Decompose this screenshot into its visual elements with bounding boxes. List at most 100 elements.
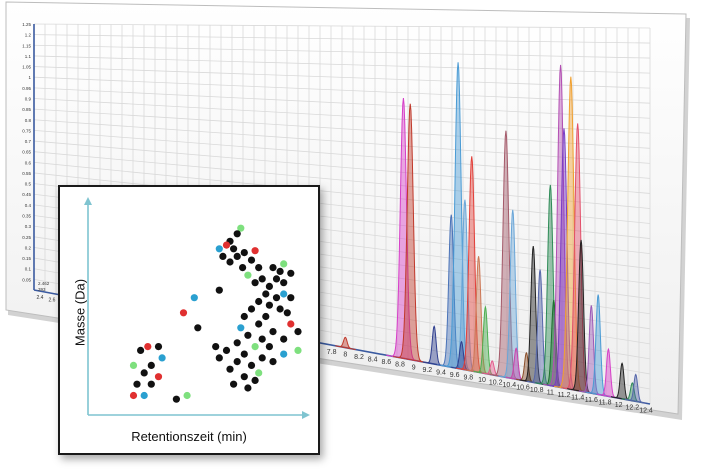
scatter-point (251, 343, 259, 351)
scatter-point (237, 224, 245, 232)
chromatogram-x-tick-label: 9.6 (450, 372, 460, 379)
chromatogram-y-tick-label: 0.4 (25, 203, 32, 208)
scatter-point (226, 258, 234, 266)
chromatogram-x-tick-label: 9.4 (436, 369, 446, 376)
chromatogram-x-tick-label: 8 (343, 352, 347, 359)
scatter-point (262, 290, 270, 298)
scatter-point (247, 256, 256, 264)
chromatogram-y-tick-label: 0.3 (25, 224, 32, 229)
grid-horizontal-line (33, 130, 651, 179)
grid-horizontal-line (33, 55, 651, 74)
scatter-point (212, 343, 220, 351)
chromatogram-y-tick-label: 0.2 (25, 245, 32, 250)
scatter-point (287, 294, 295, 302)
chromatogram-y-tick-label: 0.5 (25, 182, 32, 187)
scatter-point (158, 354, 166, 362)
scatter-y-axis-label: Masse (Da) (72, 278, 88, 347)
chromatogram-x-ticks: 7.8 8 8.2 8.4 8.6 8.8 9 9.2 9.4 9.6 9.8 10 10.2 10.4 1… (37, 295, 653, 414)
chromatogram-y-tick-label: 0.45 (22, 192, 31, 197)
scatter-point (280, 290, 288, 298)
chromatogram-x-tick-label: 11.4 (571, 395, 584, 402)
scatter-point (258, 354, 266, 362)
chromatogram-y-tick-label: 0.65 (22, 150, 31, 155)
scatter-point (265, 301, 273, 309)
scatter-point (255, 320, 263, 328)
chromatogram-y-tick-label: 0.05 (22, 277, 31, 282)
scatter-point (294, 346, 302, 354)
scatter-point (240, 350, 248, 358)
chromatogram-peak (335, 336, 356, 351)
scatter-point (276, 305, 284, 313)
chromatogram-x-tick-label: 12.4 (639, 407, 653, 414)
scatter-point (240, 373, 248, 381)
scatter-point (230, 380, 238, 388)
chromatogram-y-tick-label: 0.35 (22, 214, 31, 219)
scatter-point (147, 380, 155, 388)
scatter-point (294, 328, 302, 336)
scatter-point (262, 312, 270, 321)
chromatogram-x-tick-label: 2.4 (37, 295, 44, 301)
scatter-point (219, 252, 227, 260)
scatter-point (283, 309, 291, 317)
chromatogram-y-tick-label: 0.9 (25, 96, 32, 101)
grid-horizontal-line (33, 98, 651, 134)
scatter-point (244, 271, 252, 279)
scatter-point (215, 354, 223, 362)
scatter-point (244, 384, 252, 392)
scatter-point (269, 358, 277, 366)
chromatogram-x-tick-label: 8.4 (368, 357, 378, 364)
scatter-point (172, 395, 180, 403)
scatter-point (244, 331, 252, 339)
scatter-point (247, 305, 256, 313)
chromatogram-x-tick-label: 11.6 (585, 397, 598, 404)
scatter-point (265, 343, 273, 351)
scatter-point (255, 297, 263, 306)
scatter-point (287, 320, 295, 328)
chromatogram-x-tick-label: 9.2 (422, 367, 432, 374)
grid-horizontal-line (33, 151, 651, 209)
scatter-point (272, 275, 281, 283)
scatter-point (233, 252, 241, 260)
scatter-point (154, 343, 163, 351)
scatter-point (129, 391, 138, 400)
chromatogram-y-tick-label: 1.15 (22, 43, 31, 48)
grid-horizontal-line (33, 34, 651, 44)
scatter-point (230, 245, 238, 253)
chromatogram-peaks (335, 62, 647, 404)
scatter-point (194, 324, 202, 332)
grid-horizontal-line (33, 44, 651, 59)
scatter-point (272, 294, 281, 302)
chromatogram-y-tick-label: 1.2 (25, 33, 32, 38)
scatter-point (280, 350, 288, 358)
scatter-inset-panel: Retentionszeit (min) Masse (Da) (58, 185, 320, 455)
chromatogram-readout-value: 2.462 (38, 281, 50, 286)
chromatogram-x-tick-label: 10.2 (489, 379, 503, 386)
chromatogram-x-tick-label: 7.8 (327, 349, 337, 356)
scatter-point (287, 269, 295, 277)
scatter-point (215, 245, 223, 253)
chromatogram-y-tick-label: 0.55 (22, 171, 31, 176)
chromatogram-x-tick-label: 10 (478, 377, 486, 384)
chromatogram-x-tick-label: 12.2 (626, 405, 640, 412)
chromatogram-y-tick-label: 0.7 (25, 139, 32, 144)
chromatogram-y-tick-label: 1 (28, 75, 31, 80)
scatter-point (255, 369, 263, 377)
scatter-point (190, 294, 198, 302)
scatter-point (129, 361, 138, 369)
grid-horizontal-line (33, 23, 651, 29)
chromatogram-y-tick-label: 0.6 (25, 160, 32, 165)
chromatogram-y-tick-label: 0.1 (25, 267, 32, 272)
scatter-plot (84, 197, 310, 419)
chromatogram-x-tick-label: 10.6 (516, 384, 530, 391)
scatter-point (251, 279, 259, 287)
grid-horizontal-line (33, 140, 651, 194)
scatter-point (269, 328, 277, 336)
chromatogram-x-tick-label: 10.8 (530, 387, 544, 394)
chromatogram-y-tick-label: 0.8 (25, 118, 32, 123)
scatter-point (251, 376, 259, 384)
scatter-point (222, 346, 231, 354)
chromatogram-y-tick-label: 0.15 (22, 256, 31, 261)
scatter-point (265, 282, 273, 290)
scatter-point (147, 361, 155, 369)
